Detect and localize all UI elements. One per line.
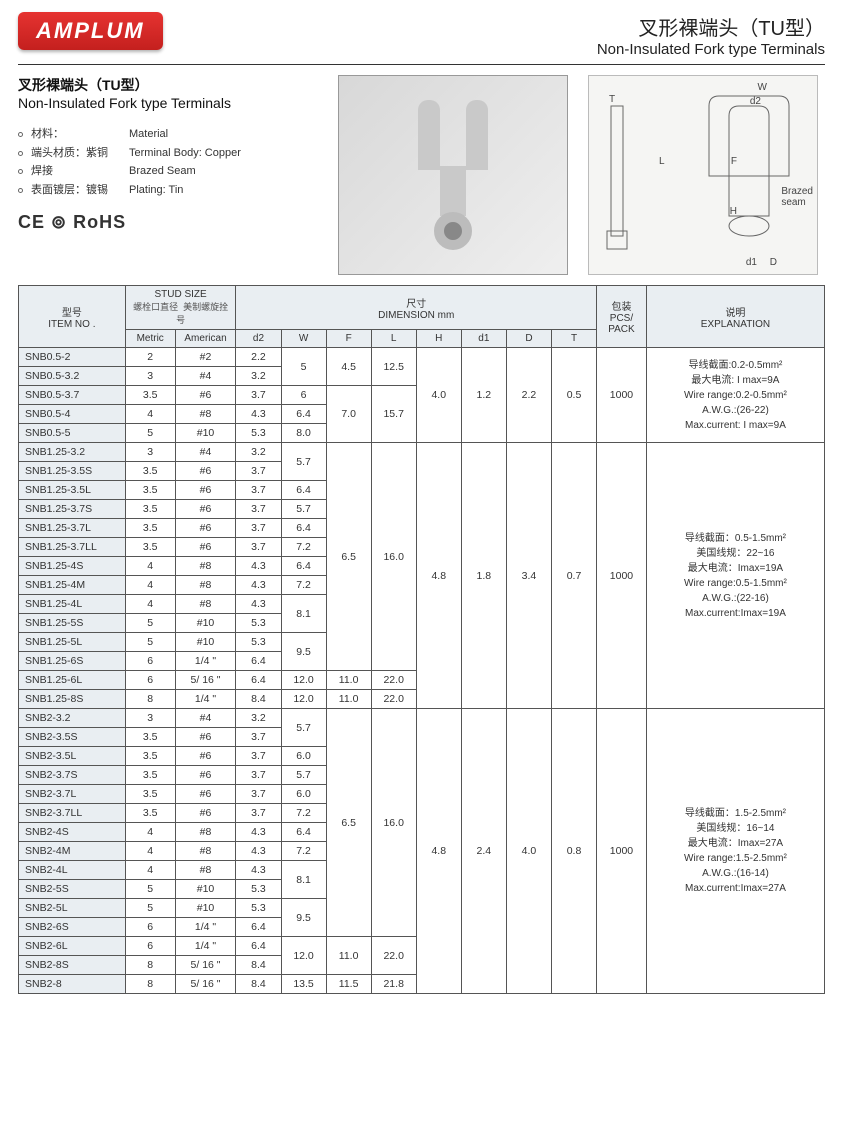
spec-line: 材料：Material — [18, 125, 318, 144]
header: AMPLUM 叉形裸端头（TU型） Non-Insulated Fork typ… — [18, 12, 825, 65]
spec-table: 型号ITEM NO . STUD SIZE螺栓口直径 美制螺旋拴号 尺寸DIME… — [18, 285, 825, 994]
brand-logo: AMPLUM — [18, 12, 163, 50]
spec-line: 表面镀层：镀锡Plating: Tin — [18, 181, 318, 200]
title-cn: 叉形裸端头（TU型） — [597, 12, 825, 41]
spec-line: 焊接Brazed Seam — [18, 162, 318, 181]
page-title-block: 叉形裸端头（TU型） Non-Insulated Fork type Termi… — [597, 12, 825, 58]
table-row: SNB2-3.23#43.25.76.516.04.82.44.00.81000… — [19, 709, 825, 728]
subtitle-en: Non-Insulated Fork type Terminals — [18, 95, 318, 111]
spec-block: 叉形裸端头（TU型） Non-Insulated Fork type Termi… — [18, 75, 318, 275]
info-row: 叉形裸端头（TU型） Non-Insulated Fork type Termi… — [18, 75, 825, 275]
table-row: SNB0.5-22#22.254.512.54.01.22.20.51000导线… — [19, 348, 825, 367]
title-en: Non-Insulated Fork type Terminals — [597, 41, 825, 58]
cert-badges: CE ⊚ RoHS — [18, 212, 318, 233]
spec-line: 端头材质：紫铜Terminal Body: Copper — [18, 144, 318, 163]
subtitle-cn: 叉形裸端头（TU型） — [18, 75, 318, 95]
dimension-diagram: T W d2 L F H d1 D Brazed seam — [588, 75, 818, 275]
product-photo — [338, 75, 568, 275]
table-row: SNB1.25-3.23#43.25.76.516.04.81.83.40.71… — [19, 443, 825, 462]
